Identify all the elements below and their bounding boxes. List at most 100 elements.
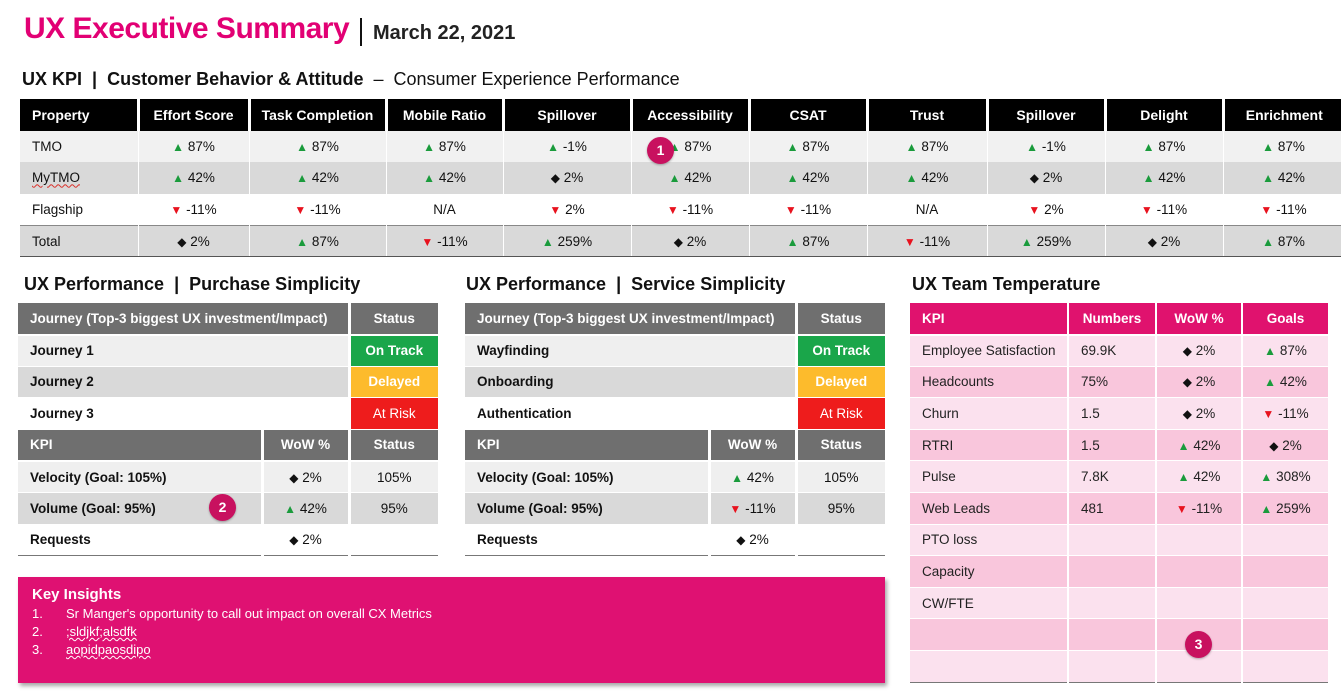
cell-value: 2%	[749, 532, 769, 548]
purchase-section-title: UX Performance | Purchase Simplicity	[24, 274, 360, 295]
team-goal-cell	[1242, 650, 1328, 683]
property-cell: MyTMO	[20, 162, 139, 194]
annotation-marker-3[interactable]: 3	[1185, 631, 1212, 658]
diamond-icon: ◆	[1182, 407, 1192, 422]
triangle-up-icon: ▲	[1260, 501, 1273, 516]
triangle-up-icon: ▲	[1142, 171, 1155, 186]
metric-cell: ▼ -11%	[1223, 193, 1341, 226]
metric-cell: ▲ 87%	[1223, 130, 1341, 163]
property-name: TMO	[32, 138, 62, 154]
annotation-marker-2[interactable]: 2	[209, 494, 236, 521]
cell-value: -11%	[800, 201, 832, 217]
metric-cell: ▼ -11%	[631, 193, 750, 226]
triangle-down-icon: ▼	[1028, 202, 1041, 217]
team-wow-cell	[1156, 524, 1243, 557]
cell-value: 2%	[302, 469, 322, 485]
triangle-down-icon: ▼	[903, 234, 916, 249]
cell-value: -1%	[562, 138, 587, 154]
cell-value: 42%	[1158, 170, 1186, 186]
cell-value: 42%	[1277, 170, 1305, 186]
triangle-down-icon: ▼	[170, 202, 183, 217]
triangle-up-icon: ▲	[786, 139, 799, 154]
cell-value: 308%	[1276, 469, 1311, 485]
kpi-status	[347, 524, 439, 557]
column-header: Spillover	[987, 99, 1107, 131]
triangle-up-icon: ▲	[905, 171, 918, 186]
purchase-label: UX Performance	[24, 274, 165, 294]
triangle-down-icon: ▼	[421, 234, 434, 249]
triangle-down-icon: ▼	[294, 202, 307, 217]
wow-cell: ▲ 42%	[260, 492, 350, 525]
metric-cell: ▲ 259%	[987, 224, 1106, 258]
property-cell: TMO	[20, 130, 139, 163]
kpi-row: Velocity (Goal: 105%) ▲ 42% 105%	[465, 460, 886, 494]
kpi-name: Volume (Goal: 95%)	[465, 492, 709, 525]
metric-cell: ▲ 259%	[503, 224, 632, 258]
team-wow-cell: ▲ 42%	[1156, 429, 1243, 462]
team-row: Headcounts 75% ◆ 2% ▲ 42%	[910, 366, 1328, 399]
kpi-table: Property Effort Score Task Completion Mobil…	[20, 99, 1341, 258]
purchase-table: Journey (Top-3 biggest UX investment/Imp…	[18, 303, 439, 557]
status-badge: Delayed	[347, 366, 439, 399]
kpi-section-description: Consumer Experience Performance	[393, 69, 680, 89]
metric-cell: ▼ -11%	[386, 224, 504, 258]
service-subtitle: Service Simplicity	[631, 274, 786, 294]
kpi-header-row: KPI WoW % Status	[465, 429, 886, 462]
cell-value: 42%	[1193, 469, 1221, 485]
triangle-down-icon: ▼	[1140, 202, 1153, 217]
team-numbers	[1068, 524, 1157, 557]
metric-cell: ▲ -1%	[503, 130, 632, 163]
cell-value: 42%	[684, 170, 712, 186]
cell-value: 2%	[563, 170, 584, 186]
status-column-header: Status	[796, 303, 886, 336]
key-insights-box: Key Insights 1. Sr Manger's opportunity t…	[18, 577, 885, 683]
triangle-up-icon: ▲	[1262, 139, 1275, 154]
team-kpi-name: Churn	[910, 397, 1069, 430]
kpi-table-body: TMO ▲ 87% ▲ 87% ▲ 87% ▲ -1% ▲ 87% ▲ 87% ▲ 87% ▲ …	[20, 130, 1341, 258]
metric-cell: ▲ 87%	[749, 224, 868, 258]
cell-value: 87%	[1279, 343, 1307, 359]
triangle-up-icon: ▲	[1260, 470, 1273, 485]
cell-value: 2%	[686, 233, 707, 249]
diamond-icon: ◆	[1269, 438, 1279, 453]
metric-cell: ▲ 42%	[1223, 162, 1341, 194]
triangle-up-icon: ▲	[1026, 139, 1039, 154]
metric-cell: ▲ 87%	[1223, 224, 1341, 258]
table-row: Total ◆ 2% ▲ 87% ▼ -11% ▲ 259% ◆ 2% ▲ 87% ▼ -11…	[20, 224, 1341, 258]
team-goal-cell: ▲ 87%	[1242, 334, 1328, 367]
table-row: TMO ▲ 87% ▲ 87% ▲ 87% ▲ -1% ▲ 87% ▲ 87% ▲ 87% ▲ …	[20, 130, 1341, 163]
kpi-name: Requests	[18, 524, 262, 557]
triangle-up-icon: ▲	[1262, 171, 1275, 186]
team-kpi-name	[910, 650, 1069, 683]
metric-cell: ◆ 2%	[1105, 224, 1224, 258]
wow-cell: ◆ 2%	[260, 524, 350, 557]
team-kpi-name: RTRI	[910, 429, 1069, 462]
triangle-down-icon: ▼	[666, 202, 679, 217]
diamond-icon: ◆	[1182, 344, 1192, 359]
cell-value: N/A	[433, 201, 456, 217]
cell-value: -11%	[1156, 201, 1188, 217]
team-row: Employee Satisfaction 69.9K ◆ 2% ▲ 87%	[910, 334, 1328, 367]
team-row: RTRI 1.5 ▲ 42% ◆ 2%	[910, 429, 1328, 462]
service-section-title: UX Performance | Service Simplicity	[466, 274, 785, 295]
cell-value: -1%	[1041, 138, 1066, 154]
team-wow-cell	[1156, 555, 1243, 588]
metric-cell: ▲ 42%	[386, 162, 504, 194]
kpi-section-title: UX KPI | Customer Behavior & Attitude – …	[22, 69, 680, 90]
insight-text: ;sldjkf;alsdfk	[66, 624, 137, 639]
column-header: KPI	[910, 303, 1069, 336]
team-kpi-name: CW/FTE	[910, 587, 1069, 620]
cell-value: -11%	[745, 500, 776, 516]
insight-number: 2.	[32, 624, 43, 639]
triangle-up-icon: ▲	[1264, 375, 1277, 390]
metric-cell: ▲ 87%	[1105, 130, 1224, 163]
title-divider	[360, 18, 362, 46]
metric-cell: N/A	[867, 193, 988, 226]
cell-value: 2%	[1160, 233, 1181, 249]
column-header: Effort Score	[138, 99, 251, 131]
metric-cell: ▲ 42%	[867, 162, 988, 194]
metric-cell: ▼ -11%	[867, 224, 988, 258]
team-table-header: KPI Numbers WoW % Goals	[910, 303, 1328, 336]
annotation-marker-1[interactable]: 1	[647, 137, 674, 164]
cell-value: -11%	[1276, 201, 1307, 217]
